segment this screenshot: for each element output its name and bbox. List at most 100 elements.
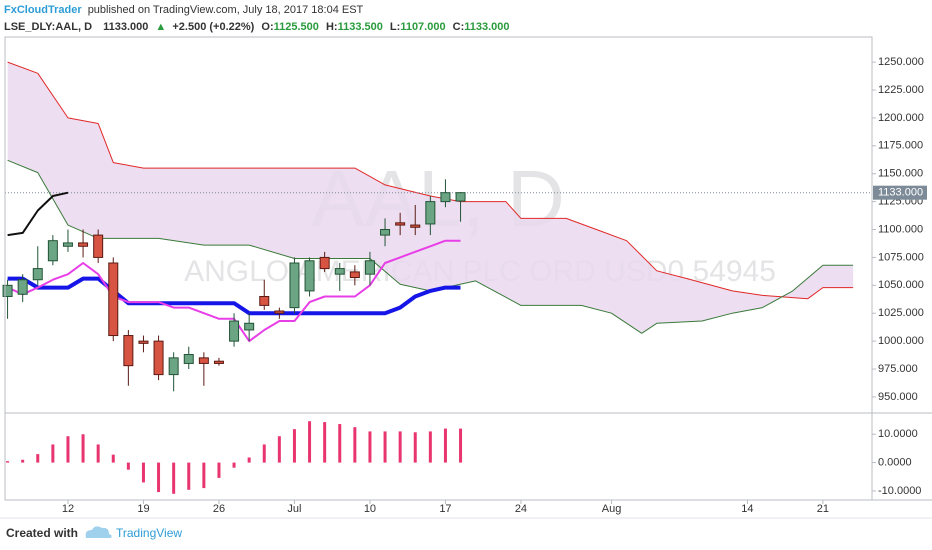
symbol-line: LSE_DLY:AAL, D 1133.000 ▲ +2.500 (+0.22%… <box>4 21 510 33</box>
candle-body <box>380 229 391 236</box>
candle-body <box>334 268 345 275</box>
candle-body <box>108 262 119 337</box>
x-tick-label: 19 <box>137 503 149 515</box>
y-tick-label: 950.000 <box>878 391 918 403</box>
histogram-bar <box>368 431 372 463</box>
open-label: O: <box>261 21 273 33</box>
histogram-bar <box>51 444 55 463</box>
x-tick-label: 10 <box>364 503 376 515</box>
y-tick-label: 1225.000 <box>878 84 924 96</box>
y-tick-label: 975.000 <box>878 363 918 375</box>
histogram-bar <box>66 436 70 463</box>
candle-body <box>229 320 240 342</box>
histogram-bar <box>413 432 417 463</box>
author[interactable]: FxCloudTrader <box>4 4 82 16</box>
histogram-bar <box>172 462 176 494</box>
histogram-bar <box>398 431 402 463</box>
indicator-line <box>7 191 69 237</box>
candle-body <box>319 256 330 270</box>
candle-body <box>395 222 406 226</box>
high-label: H: <box>326 21 338 33</box>
candle-body <box>78 242 89 247</box>
histogram-bar <box>383 431 387 463</box>
y-tick-label: 1175.000 <box>878 140 923 152</box>
histogram-bar <box>81 434 85 463</box>
candle-body <box>425 201 436 225</box>
last-price-label: 1133.000 <box>878 187 923 199</box>
x-tick-label: 21 <box>817 503 829 515</box>
candle-body <box>455 192 466 202</box>
histogram-bar <box>36 454 40 463</box>
candle-body <box>123 335 134 367</box>
y-tick-label: 1025.000 <box>878 307 924 319</box>
histogram-bar <box>338 424 342 463</box>
candle-body <box>2 284 13 297</box>
y-tick-label: -10.0000 <box>878 485 921 497</box>
x-tick-label: 17 <box>439 503 451 515</box>
cloud-upper-line <box>7 61 854 300</box>
histogram-bar <box>6 461 10 463</box>
header-line: FxCloudTrader published on TradingView.c… <box>4 4 364 16</box>
candle-body <box>364 260 375 275</box>
y-tick-label: 1050.000 <box>878 279 924 291</box>
candle-body <box>138 340 149 344</box>
high: 1133.500 <box>338 21 383 33</box>
candle-body <box>32 268 43 281</box>
published: published on TradingView.com, July 18, 2… <box>88 4 364 16</box>
open: 1125.500 <box>274 21 319 33</box>
candle-body <box>349 271 360 279</box>
low-label: L: <box>390 21 400 33</box>
x-tick-label: Jul <box>287 503 301 515</box>
candle-body <box>168 357 179 376</box>
histogram-bar <box>247 457 251 463</box>
change: +2.500 (+0.22%) <box>172 21 254 33</box>
y-tick-label: 0.0000 <box>878 456 912 468</box>
brand-logo[interactable] <box>85 526 112 538</box>
candle-body <box>93 234 104 258</box>
candle-body <box>213 360 224 364</box>
histogram-bar <box>21 459 25 463</box>
histogram-bar <box>141 462 145 483</box>
y-tick-label: 1000.000 <box>878 335 924 347</box>
candle-body <box>304 260 315 292</box>
indicator-line <box>7 276 461 316</box>
histogram-bar <box>157 462 161 493</box>
histogram-bar <box>262 444 266 463</box>
candle-body <box>153 340 164 376</box>
histogram-bar <box>126 462 130 470</box>
histogram-bar <box>232 462 236 468</box>
histogram-bar <box>292 429 296 463</box>
histogram-bar <box>323 422 327 463</box>
histogram-bar <box>308 421 312 463</box>
footer-brand[interactable]: TradingView <box>116 526 182 540</box>
histogram-bar <box>459 428 463 463</box>
cloud-lower-line <box>7 159 854 334</box>
plot-layer <box>2 61 872 494</box>
histogram-bar <box>428 431 432 463</box>
histogram-bar <box>277 436 281 463</box>
histogram-bar <box>96 444 100 463</box>
y-tick-label: 1250.000 <box>878 56 924 68</box>
candle-body <box>198 357 209 364</box>
close: 1133.000 <box>464 21 509 33</box>
footer-created: Created with <box>6 526 78 540</box>
candle-body <box>274 310 285 314</box>
candle-body <box>62 242 73 247</box>
y-tick-label: 1075.000 <box>878 251 924 263</box>
histogram-bar <box>187 462 191 490</box>
symbol: LSE_DLY:AAL, D <box>4 21 92 33</box>
y-tick-label: 1200.000 <box>878 112 924 124</box>
histogram-bar <box>353 427 357 463</box>
x-tick-label: 14 <box>741 503 753 515</box>
x-tick-label: 24 <box>515 503 527 515</box>
close-label: C: <box>453 21 465 33</box>
y-tick-label: 1150.000 <box>878 168 923 180</box>
last-price-box <box>873 185 927 200</box>
histogram-bar <box>217 462 221 478</box>
arrow: ▲ <box>155 21 166 33</box>
y-tick-label: 10.0000 <box>878 428 918 440</box>
candle-body <box>440 192 451 203</box>
candle-body <box>47 240 58 262</box>
